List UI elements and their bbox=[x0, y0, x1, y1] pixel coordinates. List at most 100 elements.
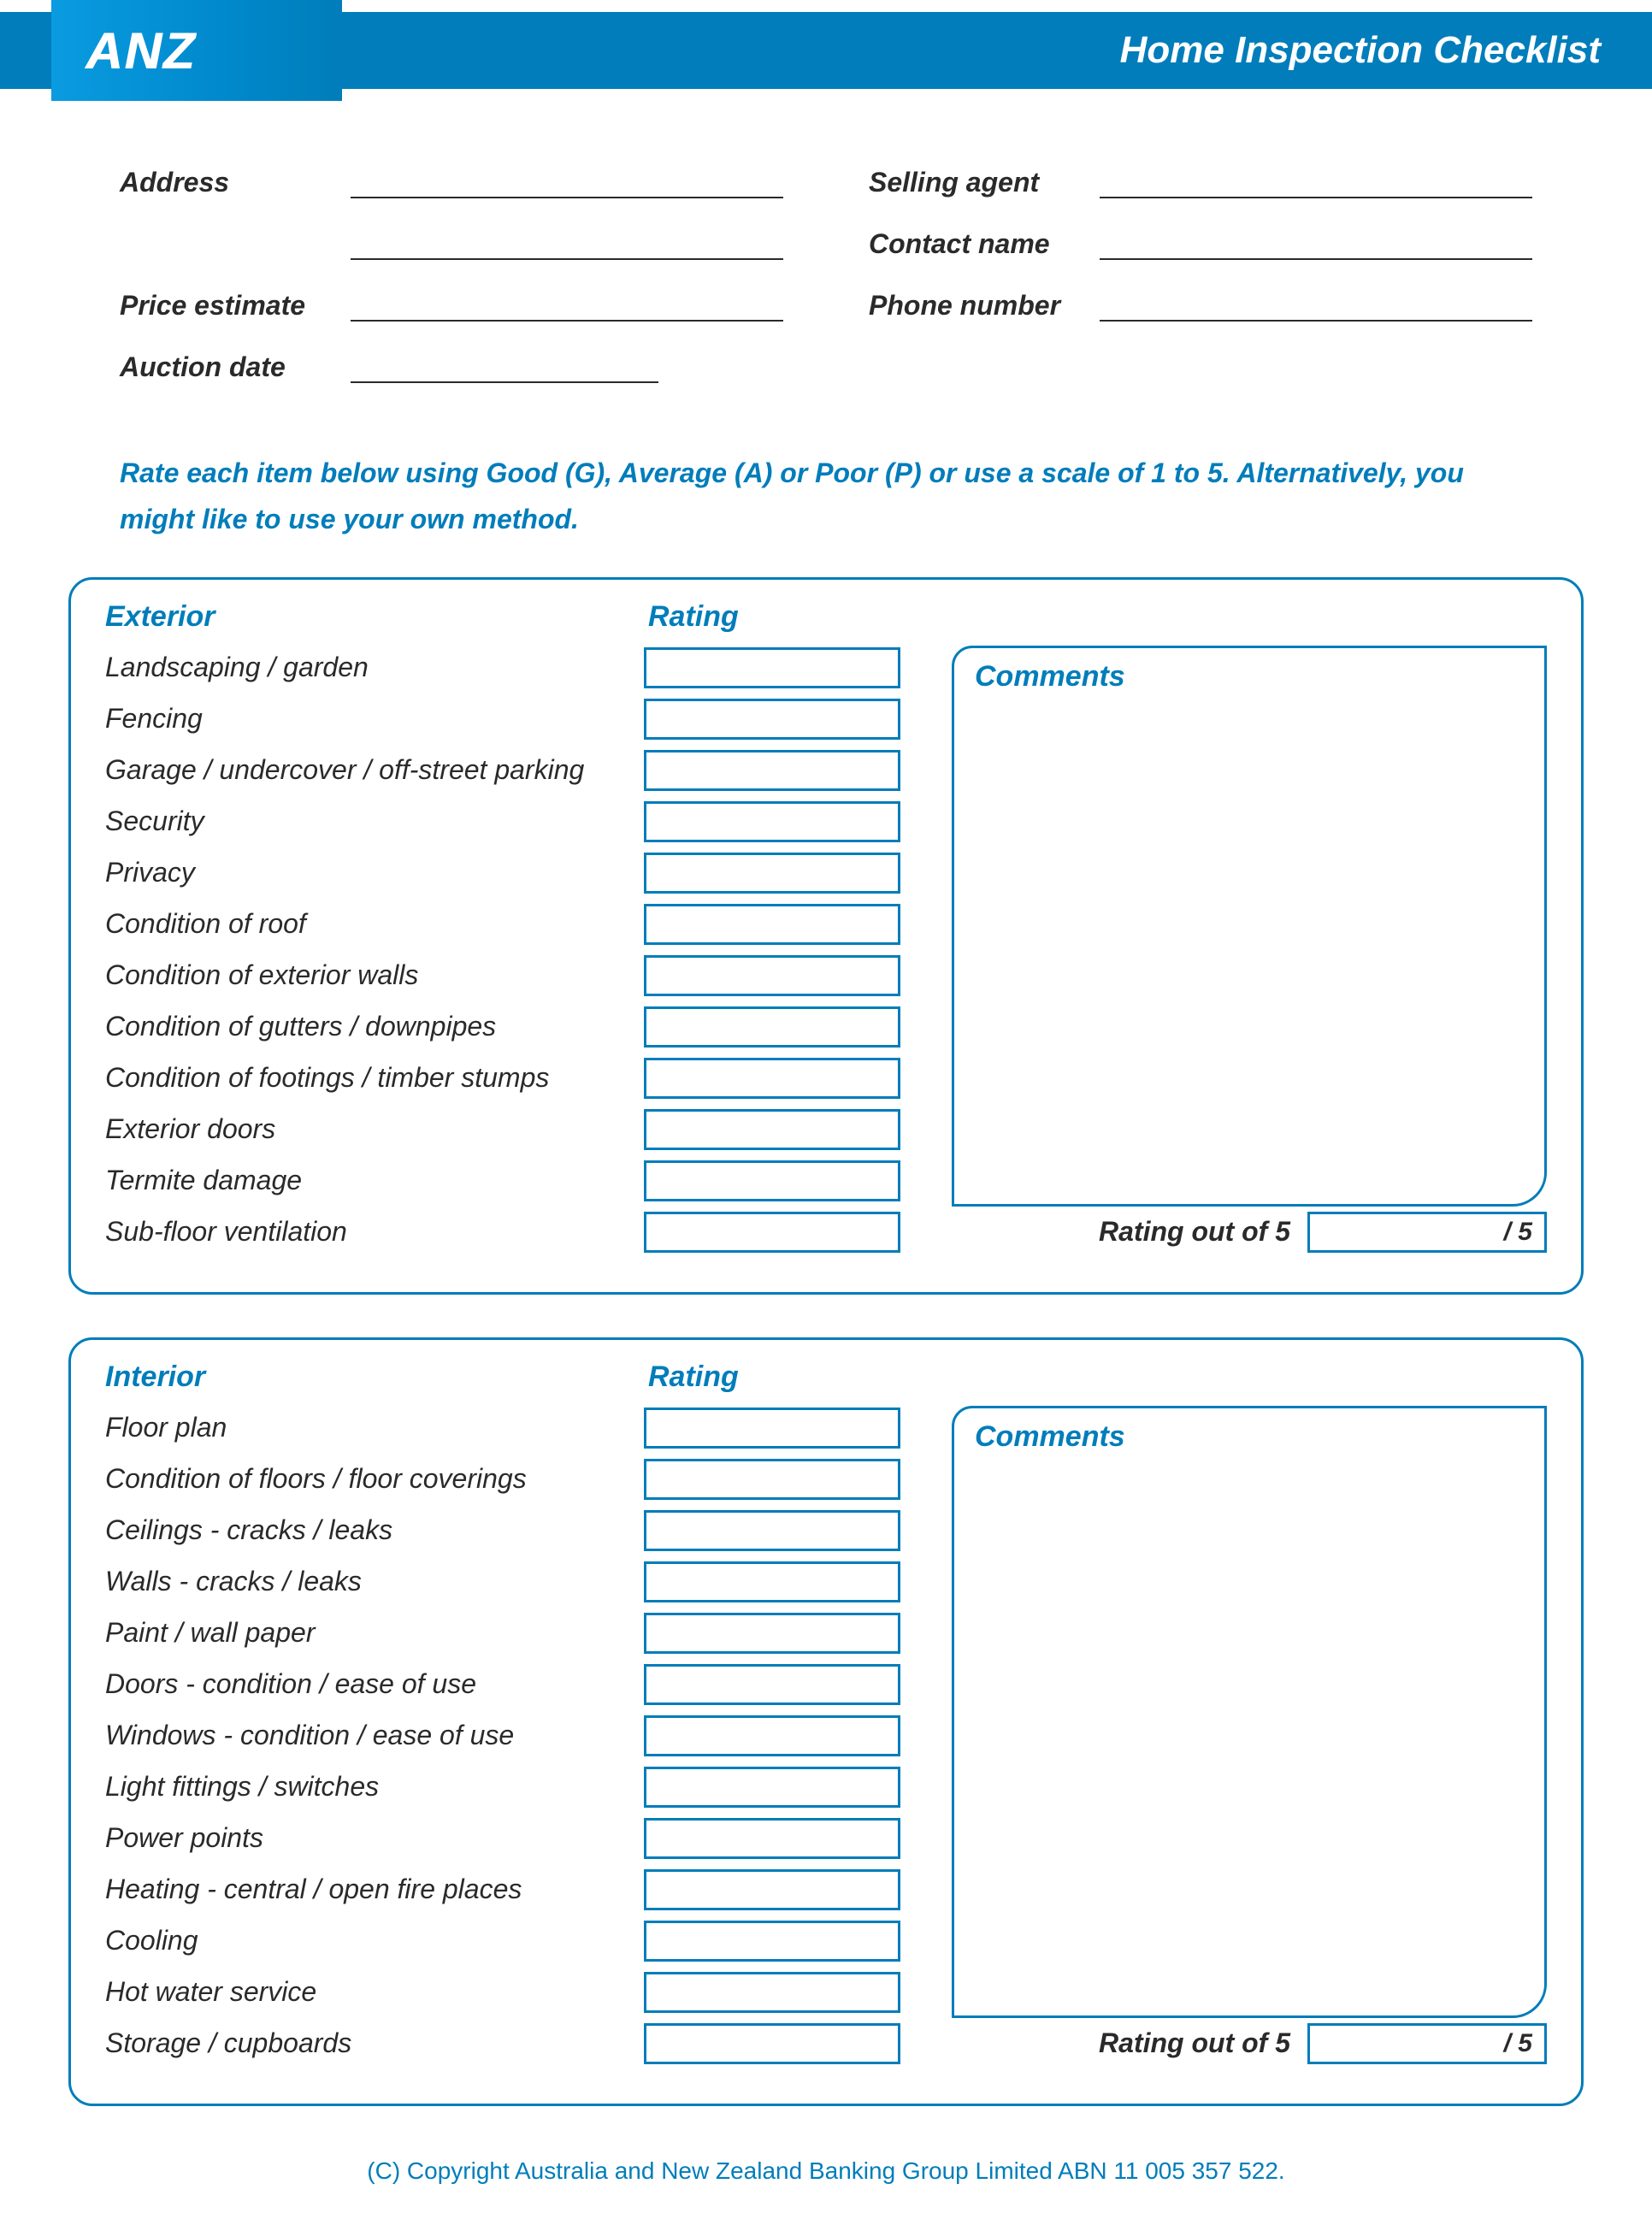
rating-input[interactable] bbox=[644, 1459, 900, 1500]
header: Home Inspection Checklist ANZ bbox=[0, 0, 1652, 101]
rating-input[interactable] bbox=[644, 801, 900, 842]
item-row: Light fittings / switches bbox=[105, 1762, 926, 1813]
rating-input[interactable] bbox=[644, 1818, 900, 1859]
input-line[interactable] bbox=[1100, 296, 1532, 322]
comments-box[interactable]: Comments bbox=[952, 1406, 1547, 2018]
rating-input[interactable] bbox=[644, 699, 900, 740]
info-row: Phone number bbox=[869, 275, 1532, 322]
item-label: Doors - condition / ease of use bbox=[105, 1668, 644, 1700]
item-label: Floor plan bbox=[105, 1412, 644, 1443]
item-label: Landscaping / garden bbox=[105, 652, 644, 683]
right-column: Comments Rating out of 5 / 5 bbox=[952, 642, 1547, 1258]
info-label: Selling agent bbox=[869, 167, 1091, 198]
rating-input[interactable] bbox=[644, 955, 900, 996]
right-column: CommentsRating out of 5/ 5 bbox=[952, 1402, 1547, 2069]
rating-out-input[interactable]: / 5 bbox=[1307, 2023, 1547, 2064]
rating-input[interactable] bbox=[644, 1006, 900, 1048]
rating-input[interactable] bbox=[644, 1160, 900, 1201]
item-row: Condition of floors / floor coverings bbox=[105, 1454, 926, 1505]
item-label: Privacy bbox=[105, 857, 644, 888]
logo: ANZ bbox=[51, 0, 342, 101]
items-column: Landscaping / gardenFencingGarage / unde… bbox=[105, 642, 926, 1258]
rating-input[interactable] bbox=[644, 1109, 900, 1150]
item-row: Cooling bbox=[105, 1915, 926, 1967]
section-interior: InteriorRatingFloor planCondition of flo… bbox=[68, 1337, 1584, 2106]
logo-text: ANZ bbox=[86, 21, 196, 80]
comments-box[interactable]: Comments bbox=[952, 646, 1547, 1207]
rating-input[interactable] bbox=[644, 1561, 900, 1602]
rating-heading: Rating bbox=[648, 1360, 739, 1394]
page-title: Home Inspection Checklist bbox=[1120, 29, 1601, 72]
input-line[interactable] bbox=[1100, 234, 1532, 260]
rating-input[interactable] bbox=[644, 1869, 900, 1910]
item-row: Condition of exterior walls bbox=[105, 950, 926, 1001]
item-label: Condition of footings / timber stumps bbox=[105, 1062, 644, 1094]
comments-label: Comments bbox=[975, 1420, 1524, 1454]
comments-label: Comments bbox=[975, 660, 1524, 693]
input-line[interactable] bbox=[351, 173, 783, 198]
item-label: Garage / undercover / off-street parking bbox=[105, 754, 644, 786]
section-exterior: ExteriorRating Landscaping / gardenFencin… bbox=[68, 577, 1584, 1295]
footer-copyright: (C) Copyright Australia and New Zealand … bbox=[0, 2149, 1652, 2219]
rating-input[interactable] bbox=[644, 1972, 900, 2013]
rating-input[interactable] bbox=[644, 2023, 900, 2064]
input-line[interactable] bbox=[351, 296, 783, 322]
info-right-column: Selling agent Contact name Phone number bbox=[869, 152, 1532, 398]
item-row: Walls - cracks / leaks bbox=[105, 1556, 926, 1608]
rating-input[interactable] bbox=[644, 1212, 900, 1253]
info-row: Contact name bbox=[869, 214, 1532, 260]
input-line[interactable] bbox=[1100, 173, 1532, 198]
rating-input[interactable] bbox=[644, 853, 900, 894]
property-info: Address Price estimate Auction date Sellin… bbox=[0, 101, 1652, 398]
item-label: Security bbox=[105, 806, 644, 837]
item-label: Condition of exterior walls bbox=[105, 959, 644, 991]
info-row: Address bbox=[120, 152, 783, 198]
item-row: Security bbox=[105, 796, 926, 847]
rating-input[interactable] bbox=[644, 1664, 900, 1705]
rating-out-input[interactable]: / 5 bbox=[1307, 1212, 1547, 1253]
item-row: Landscaping / garden bbox=[105, 642, 926, 693]
input-line[interactable] bbox=[351, 234, 783, 260]
item-row: Windows - condition / ease of use bbox=[105, 1710, 926, 1762]
rating-out-row: Rating out of 5 / 5 bbox=[952, 1207, 1547, 1258]
item-label: Condition of roof bbox=[105, 908, 644, 940]
item-label: Windows - condition / ease of use bbox=[105, 1720, 644, 1751]
item-row: Termite damage bbox=[105, 1155, 926, 1207]
instructions: Rate each item below using Good (G), Ave… bbox=[0, 398, 1652, 569]
item-label: Light fittings / switches bbox=[105, 1771, 644, 1803]
rating-input[interactable] bbox=[644, 1921, 900, 1962]
item-row: Condition of roof bbox=[105, 899, 926, 950]
item-label: Hot water service bbox=[105, 1976, 644, 2008]
input-line[interactable] bbox=[351, 357, 658, 383]
rating-input[interactable] bbox=[644, 1510, 900, 1551]
item-label: Walls - cracks / leaks bbox=[105, 1566, 644, 1597]
item-row: Privacy bbox=[105, 847, 926, 899]
section-head: ExteriorRating bbox=[105, 600, 1547, 634]
item-label: Cooling bbox=[105, 1925, 644, 1956]
item-label: Heating - central / open fire places bbox=[105, 1874, 644, 1905]
page: Home Inspection Checklist ANZ Address Pri… bbox=[0, 0, 1652, 2219]
rating-input[interactable] bbox=[644, 750, 900, 791]
rating-input[interactable] bbox=[644, 1767, 900, 1808]
rating-input[interactable] bbox=[644, 1408, 900, 1449]
rating-input[interactable] bbox=[644, 1613, 900, 1654]
rating-input[interactable] bbox=[644, 1058, 900, 1099]
section-grid: Landscaping / gardenFencingGarage / unde… bbox=[105, 642, 1547, 1258]
item-label: Termite damage bbox=[105, 1165, 644, 1196]
rating-out-label: Rating out of 5 bbox=[1099, 1216, 1290, 1248]
section-grid: Floor plan Condition of floors / floor co… bbox=[105, 1402, 1547, 2069]
rating-input[interactable] bbox=[644, 1715, 900, 1756]
rating-input[interactable] bbox=[644, 647, 900, 688]
info-label: Auction date bbox=[120, 351, 342, 383]
item-label: Condition of floors / floor coverings bbox=[105, 1463, 644, 1495]
rating-input[interactable] bbox=[644, 904, 900, 945]
info-label: Address bbox=[120, 167, 342, 198]
info-row: Auction date bbox=[120, 337, 783, 383]
items-column: Floor plan Condition of floors / floor co… bbox=[105, 1402, 926, 2069]
item-row: Paint / wall paper bbox=[105, 1608, 926, 1659]
item-row: Doors - condition / ease of use bbox=[105, 1659, 926, 1710]
item-row: Exterior doors bbox=[105, 1104, 926, 1155]
info-label: Price estimate bbox=[120, 290, 342, 322]
section-title: Exterior bbox=[105, 600, 648, 634]
item-row: Ceilings - cracks / leaks bbox=[105, 1505, 926, 1556]
